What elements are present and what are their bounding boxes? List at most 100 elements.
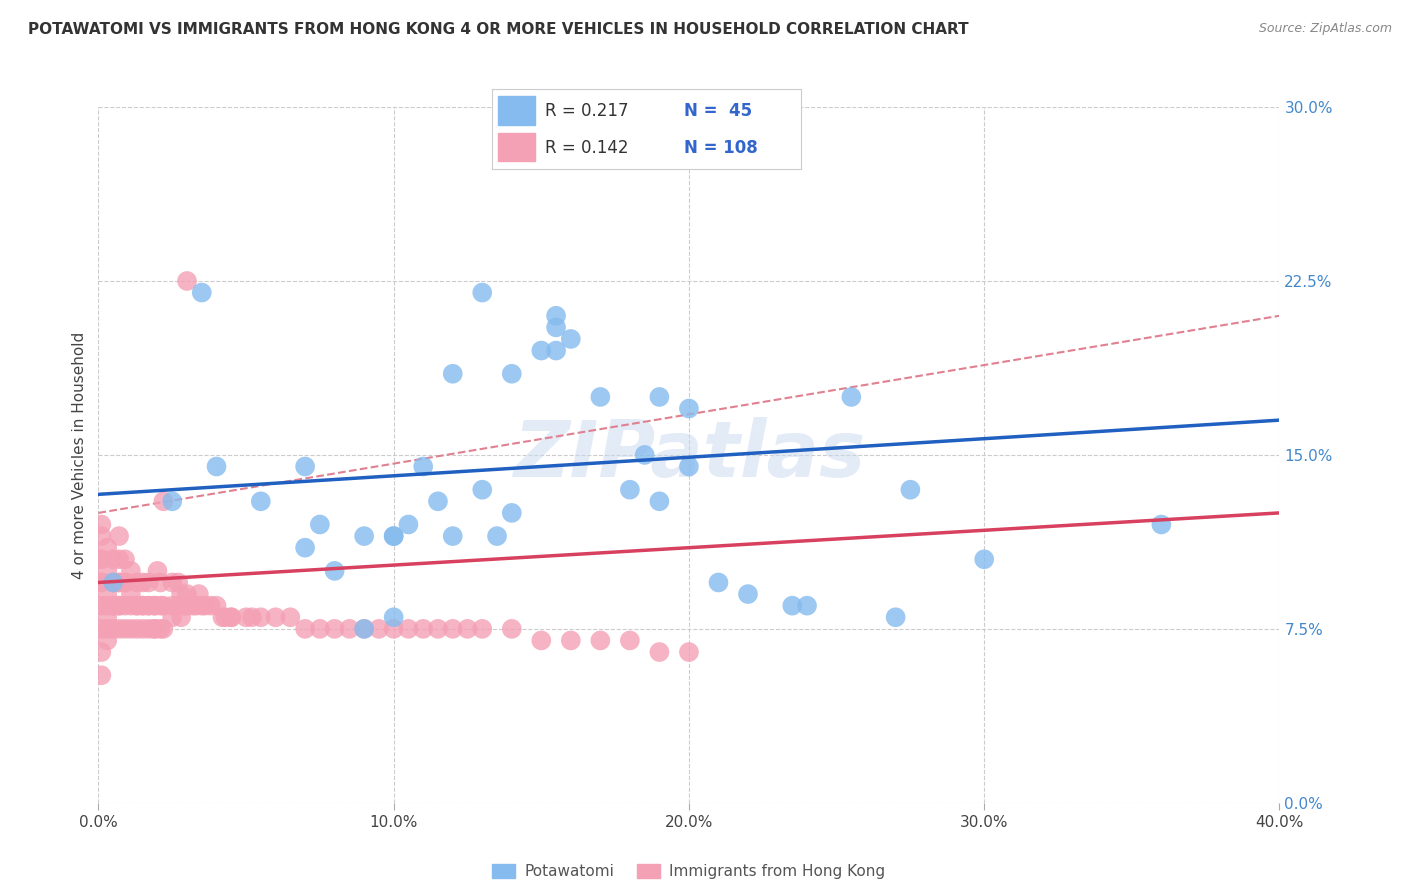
Point	[114, 575, 136, 590]
Point	[114, 552, 136, 566]
Point	[530, 343, 553, 358]
Point	[884, 610, 907, 624]
Point	[90, 552, 112, 566]
Text: R = 0.217: R = 0.217	[544, 102, 628, 120]
Point	[125, 575, 148, 590]
Point	[191, 285, 214, 300]
Point	[973, 552, 995, 566]
Point	[138, 622, 160, 636]
Point	[309, 622, 332, 636]
Point	[619, 483, 641, 497]
Point	[396, 622, 419, 636]
Point	[441, 367, 464, 381]
Point	[678, 401, 700, 416]
Point	[90, 575, 112, 590]
Point	[250, 610, 273, 624]
Point	[560, 633, 582, 648]
Point	[471, 483, 494, 497]
Point	[323, 622, 346, 636]
Point	[456, 622, 478, 636]
Point	[162, 610, 183, 624]
Text: N = 108: N = 108	[683, 139, 758, 157]
Point	[205, 459, 228, 474]
Point	[648, 645, 671, 659]
Point	[250, 494, 273, 508]
Bar	[498, 95, 536, 125]
Point	[103, 599, 125, 613]
Point	[96, 622, 118, 636]
Point	[90, 517, 112, 532]
Point	[782, 599, 804, 613]
Point	[264, 610, 287, 624]
Point	[176, 274, 198, 288]
Point	[441, 622, 464, 636]
Point	[108, 575, 131, 590]
Point	[181, 599, 204, 613]
Point	[96, 587, 118, 601]
Point	[90, 529, 112, 543]
Point	[114, 599, 136, 613]
Point	[132, 599, 155, 613]
Point	[125, 622, 148, 636]
Text: R = 0.142: R = 0.142	[544, 139, 628, 157]
Point	[678, 645, 700, 659]
Point	[737, 587, 759, 601]
Point	[633, 448, 655, 462]
Point	[294, 541, 316, 555]
Point	[108, 552, 131, 566]
Point	[162, 575, 183, 590]
Point	[184, 599, 207, 613]
Point	[486, 529, 509, 543]
Point	[211, 610, 233, 624]
Point	[167, 599, 190, 613]
Point	[427, 622, 450, 636]
Point	[589, 633, 612, 648]
Point	[96, 541, 118, 555]
Point	[396, 517, 419, 532]
Point	[648, 390, 671, 404]
Point	[143, 622, 166, 636]
Point	[796, 599, 818, 613]
Point	[103, 552, 125, 566]
Point	[96, 564, 118, 578]
Point	[560, 332, 582, 346]
Point	[90, 599, 112, 613]
Point	[589, 390, 612, 404]
Point	[96, 599, 118, 613]
Point	[176, 587, 198, 601]
Point	[471, 285, 494, 300]
Point	[294, 622, 316, 636]
Legend: Potawatomi, Immigrants from Hong Kong: Potawatomi, Immigrants from Hong Kong	[486, 858, 891, 886]
Point	[412, 622, 434, 636]
Point	[546, 309, 568, 323]
Point	[152, 622, 174, 636]
Point	[125, 599, 148, 613]
Point	[90, 622, 112, 636]
Point	[90, 552, 112, 566]
Point	[132, 575, 155, 590]
Point	[353, 622, 375, 636]
Point	[143, 599, 166, 613]
Point	[501, 622, 523, 636]
Point	[412, 459, 434, 474]
Point	[339, 622, 360, 636]
Point	[173, 599, 195, 613]
Point	[120, 622, 142, 636]
Point	[382, 529, 405, 543]
Point	[323, 564, 346, 578]
Point	[108, 599, 131, 613]
Point	[125, 599, 148, 613]
Point	[619, 633, 641, 648]
Point	[146, 564, 169, 578]
Point	[138, 575, 160, 590]
Point	[132, 622, 155, 636]
Point	[152, 599, 174, 613]
Point	[240, 610, 263, 624]
Point	[120, 564, 142, 578]
Text: ZIPatlas: ZIPatlas	[513, 417, 865, 493]
Point	[138, 599, 160, 613]
Point	[214, 610, 236, 624]
Point	[235, 610, 257, 624]
Point	[90, 575, 112, 590]
Point	[194, 599, 217, 613]
